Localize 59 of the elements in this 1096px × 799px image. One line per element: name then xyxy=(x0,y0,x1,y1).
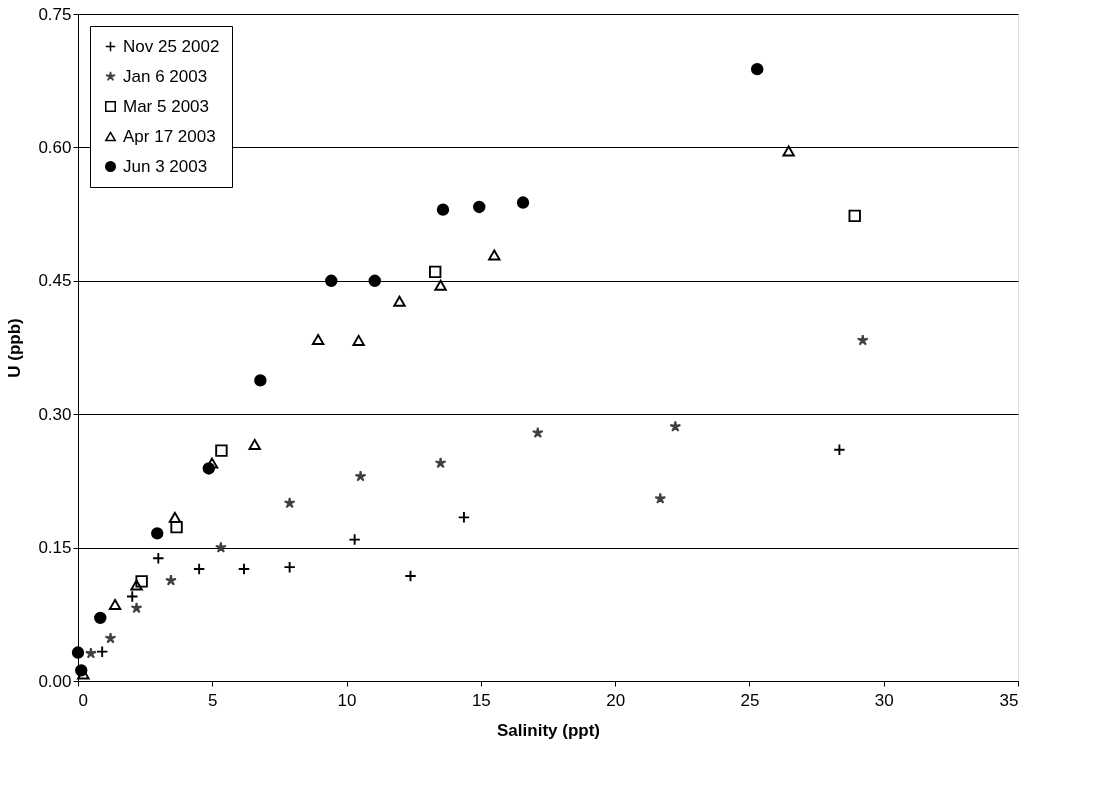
point xyxy=(436,203,450,216)
point xyxy=(429,265,442,279)
legend-label: Jun 3 2003 xyxy=(123,156,208,176)
point xyxy=(352,334,365,346)
y-tick-label: 0.45 xyxy=(38,271,72,291)
point xyxy=(654,492,667,504)
point xyxy=(254,374,267,387)
point xyxy=(94,611,107,625)
point xyxy=(130,601,143,614)
x-tick-label: 30 xyxy=(874,690,894,710)
x-tick-label: 10 xyxy=(337,690,357,710)
point xyxy=(751,62,764,76)
x-tick-label: 5 xyxy=(208,690,218,710)
x-tick-label: 15 xyxy=(471,690,491,710)
point xyxy=(856,334,869,346)
x-tick-label: 0 xyxy=(78,690,88,710)
point xyxy=(130,579,143,591)
point xyxy=(104,632,117,644)
point xyxy=(434,456,447,469)
point xyxy=(368,274,381,287)
point xyxy=(283,496,296,509)
point xyxy=(516,196,530,209)
point xyxy=(84,647,97,659)
point xyxy=(214,541,227,553)
y-tick-label: 0.00 xyxy=(38,671,72,691)
point xyxy=(434,279,447,291)
y-tick-label: 0.75 xyxy=(38,4,72,24)
point xyxy=(782,145,795,157)
point xyxy=(473,200,486,214)
x-axis-title: Salinity (ppt) xyxy=(497,720,600,740)
point xyxy=(108,599,122,611)
y-tick-label: 0.60 xyxy=(38,137,72,157)
y-axis-title: U (ppb) xyxy=(5,318,25,378)
legend-label: Nov 25 2002 xyxy=(123,36,220,56)
point xyxy=(311,334,325,345)
point xyxy=(170,520,183,534)
point xyxy=(202,462,215,475)
x-tick-label: 25 xyxy=(740,690,760,710)
y-tick-label: 0.30 xyxy=(38,404,72,424)
point xyxy=(168,511,182,523)
legend-label: Jan 6 2003 xyxy=(123,66,208,86)
point xyxy=(151,527,164,540)
point xyxy=(71,646,85,659)
legend-label: Mar 5 2003 xyxy=(123,96,209,116)
legend-label: Apr 17 2003 xyxy=(123,126,216,146)
point xyxy=(393,295,406,307)
point xyxy=(215,444,228,457)
point xyxy=(135,575,148,588)
x-tick-label: 35 xyxy=(999,690,1019,710)
x-tick-label: 20 xyxy=(606,690,626,710)
point xyxy=(488,249,501,261)
point xyxy=(848,209,861,223)
point xyxy=(248,438,261,450)
point xyxy=(354,470,367,482)
point xyxy=(164,574,177,586)
point xyxy=(531,426,544,439)
point xyxy=(669,420,682,432)
point xyxy=(325,274,338,287)
y-tick-label: 0.15 xyxy=(38,538,72,558)
